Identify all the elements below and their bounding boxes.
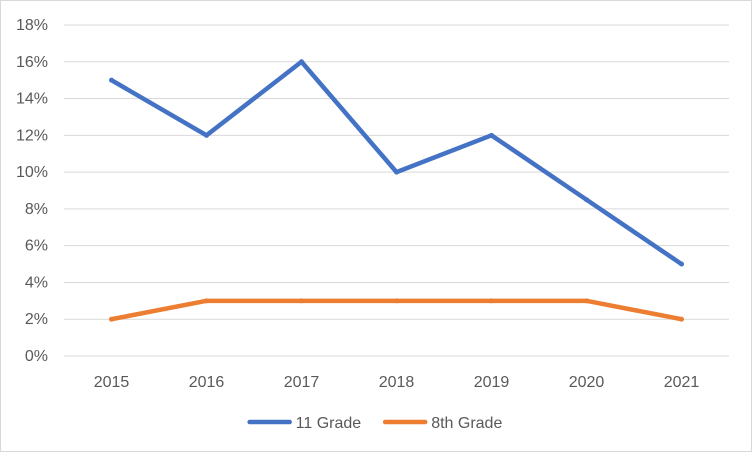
x-tick-label: 2016 <box>189 374 225 391</box>
data-point <box>489 298 494 304</box>
x-tick-label: 2018 <box>379 374 415 391</box>
data-point <box>109 316 114 322</box>
legend-item: 8th Grade <box>382 415 502 432</box>
y-tick-label: 0% <box>25 348 48 365</box>
y-tick-label: 10% <box>16 164 48 181</box>
x-tick-label: 2019 <box>474 374 510 391</box>
data-point <box>204 298 209 304</box>
legend-label: 11 Grade <box>296 415 362 432</box>
y-tick-label: 4% <box>25 274 48 291</box>
data-point <box>584 298 589 304</box>
x-tick-label: 2017 <box>284 374 320 391</box>
legend-label: 8th Grade <box>431 415 502 432</box>
x-axis-ticks: 2015 2016 2017 2018 2019 2020 2021 <box>94 374 700 391</box>
series-line-1 <box>109 298 684 322</box>
gridlines <box>64 24 729 357</box>
y-tick-label: 16% <box>16 54 48 71</box>
data-point <box>394 169 399 175</box>
data-point <box>679 261 684 267</box>
y-tick-label: 12% <box>16 127 48 144</box>
data-point <box>679 316 684 322</box>
data-point <box>489 132 494 138</box>
series-line-0 <box>109 59 684 267</box>
y-axis-ticks: 0% 2% 4% 6% 8% 10% 12% 14% 16% 18% <box>16 17 48 365</box>
data-point <box>299 298 304 304</box>
data-point <box>299 59 304 65</box>
x-tick-label: 2015 <box>94 374 130 391</box>
data-point <box>109 77 114 83</box>
data-point <box>584 197 589 203</box>
data-point <box>204 132 209 138</box>
y-tick-label: 8% <box>25 201 48 218</box>
y-tick-label: 14% <box>16 91 48 108</box>
x-tick-label: 2020 <box>569 374 605 391</box>
legend: 11 Grade 8th Grade <box>247 415 502 432</box>
series-lines <box>109 59 684 322</box>
y-tick-label: 2% <box>25 311 48 328</box>
y-tick-label: 6% <box>25 238 48 255</box>
legend-item: 11 Grade <box>247 415 362 432</box>
y-tick-label: 18% <box>16 17 48 34</box>
x-tick-label: 2021 <box>664 374 700 391</box>
data-point <box>394 298 399 304</box>
